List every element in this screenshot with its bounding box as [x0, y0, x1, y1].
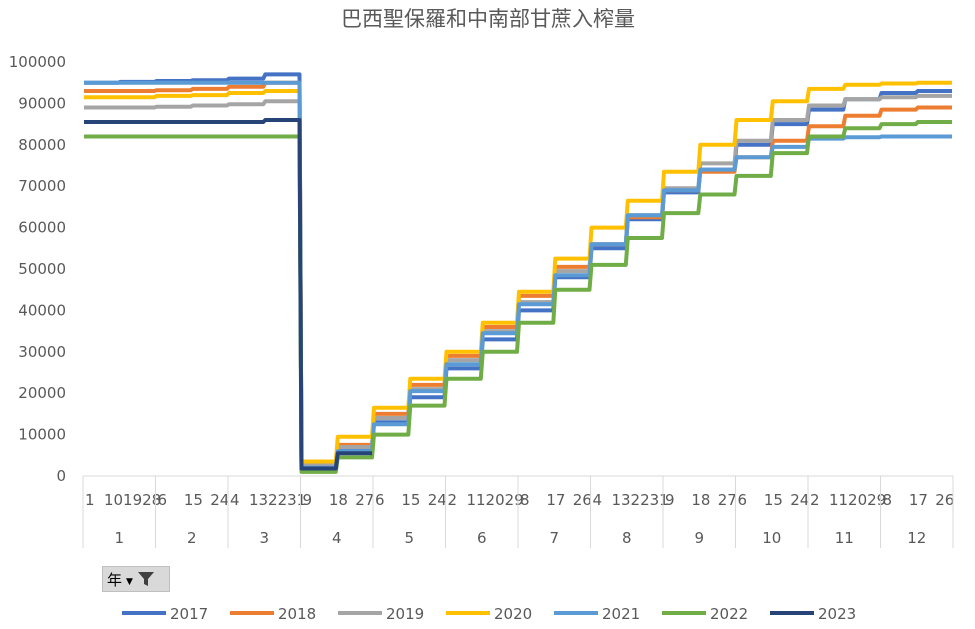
y-tick-label: 0: [56, 467, 66, 485]
legend-label: 2023: [818, 605, 856, 623]
x-day-tick-label: 26: [573, 491, 592, 509]
x-day-tick-label: 4: [593, 491, 603, 509]
x-month-label: 10: [762, 529, 781, 547]
x-day-tick-label: 10: [104, 491, 123, 509]
legend: 2017 2018 2019 2020 2021 2022 2023: [122, 605, 856, 623]
series-line-2019: [84, 93, 952, 467]
x-day-tick-label: 28: [142, 491, 161, 509]
x-month-label: 5: [404, 529, 414, 547]
legend-label: 2017: [170, 605, 208, 623]
x-day-tick-label: 24: [790, 491, 809, 509]
x-day-tick-label: 6: [738, 491, 748, 509]
x-day-tick-label: 11: [467, 491, 486, 509]
dropdown-arrow-icon: ▼: [126, 577, 133, 587]
year-filter-button[interactable]: 年 ▼: [102, 566, 170, 592]
x-day-tick-label: 17: [546, 491, 565, 509]
x-day-tick-label: 9: [303, 491, 313, 509]
legend-label: 2018: [278, 605, 316, 623]
x-month-label: 6: [477, 529, 487, 547]
y-tick-label: 10000: [18, 426, 66, 444]
x-day-tick-label: 24: [428, 491, 447, 509]
x-day-tick-label: 6: [158, 491, 168, 509]
legend-label: 2019: [386, 605, 424, 623]
x-day-tick-label: 20: [848, 491, 867, 509]
x-day-tick-label: 15: [401, 491, 420, 509]
x-month-label: 9: [694, 529, 704, 547]
x-day-tick-label: 11: [829, 491, 848, 509]
series-lines: [84, 72, 952, 474]
x-day-tick-label: 20: [486, 491, 505, 509]
x-day-tick-label: 19: [123, 491, 142, 509]
x-day-tick-label: 15: [764, 491, 783, 509]
x-day-tick-label: 26: [935, 491, 954, 509]
x-month-label: 7: [549, 529, 559, 547]
x-day-tick-label: 29: [867, 491, 886, 509]
x-day-tick-label: 18: [691, 491, 710, 509]
x-day-tick-label: 13: [249, 491, 268, 509]
x-day-tick-label: 31: [287, 491, 306, 509]
x-day-tick-label: 27: [718, 491, 737, 509]
y-tick-label: 100000: [9, 53, 66, 71]
x-month-label: 2: [187, 529, 197, 547]
y-tick-label: 80000: [18, 136, 66, 154]
x-day-tick-label: 2: [448, 491, 458, 509]
x-day-tick-label: 17: [909, 491, 928, 509]
x-month-label: 11: [835, 529, 854, 547]
y-tick-label: 70000: [18, 177, 66, 195]
y-tick-label: 60000: [18, 219, 66, 237]
year-filter-label: 年: [107, 570, 123, 589]
x-day-tick-label: 1: [85, 491, 95, 509]
chart-title: 巴西聖保羅和中南部甘蔗入榨量: [341, 7, 635, 31]
x-day-tick-label: 29: [505, 491, 524, 509]
x-month-label: 3: [259, 529, 269, 547]
x-day-tick-label: 31: [650, 491, 669, 509]
x-day-tick-label: 18: [329, 491, 348, 509]
x-day-tick-label: 22: [268, 491, 287, 509]
x-day-tick-label: 13: [612, 491, 631, 509]
x-day-tick-label: 8: [883, 491, 893, 509]
x-month-label: 1: [114, 529, 124, 547]
x-day-tick-label: 8: [520, 491, 530, 509]
x-day-tick-label: 15: [184, 491, 203, 509]
x-day-tick-label: 4: [230, 491, 240, 509]
x-month-label: 12: [907, 529, 926, 547]
filter-funnel-icon: [137, 572, 154, 586]
x-day-tick-label: 9: [665, 491, 675, 509]
x-day-tick-label: 2: [810, 491, 820, 509]
x-month-label: 4: [332, 529, 342, 547]
y-tick-label: 50000: [18, 260, 66, 278]
y-tick-label: 40000: [18, 301, 66, 319]
x-day-tick-label: 27: [355, 491, 374, 509]
series-line-2023: [84, 118, 372, 471]
x-day-tick-label: 22: [631, 491, 650, 509]
series-line-2017: [84, 72, 952, 468]
y-tick-label: 30000: [18, 343, 66, 361]
series-line-2022: [84, 120, 952, 474]
x-day-tick-label: 24: [210, 491, 229, 509]
y-tick-label: 20000: [18, 384, 66, 402]
y-axis-ticks: 0 10000 20000 30000 40000 50000 60000 70000 8000…: [9, 53, 66, 485]
x-month-label: 8: [622, 529, 632, 547]
y-tick-label: 90000: [18, 94, 66, 112]
legend-label: 2021: [602, 605, 640, 623]
x-day-tick-label: 6: [375, 491, 385, 509]
legend-label: 2020: [494, 605, 532, 623]
series-line-2021: [84, 80, 952, 470]
legend-label: 2022: [710, 605, 748, 623]
